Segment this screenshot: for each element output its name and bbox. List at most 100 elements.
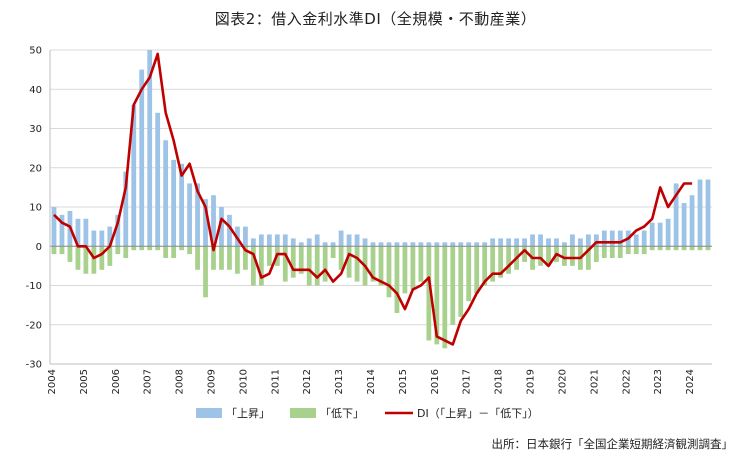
- bar-down: [498, 246, 504, 278]
- bar-up: [450, 242, 456, 247]
- bar-up: [274, 234, 280, 247]
- bar-down: [458, 246, 464, 317]
- bar-down: [593, 246, 599, 262]
- bar-up: [546, 238, 551, 247]
- bar-down: [378, 246, 384, 286]
- bar-down: [386, 246, 392, 298]
- bar-up: [354, 234, 360, 247]
- bar-up: [243, 226, 248, 247]
- bar-down: [601, 246, 607, 259]
- bar-up: [681, 203, 687, 247]
- bar-up: [330, 242, 336, 247]
- bar-up: [593, 234, 599, 247]
- bar-down: [115, 246, 121, 255]
- bar-down: [657, 246, 663, 251]
- x-tick-label: 2013: [334, 369, 345, 394]
- bar-down: [83, 246, 89, 274]
- y-tick-label: 30: [29, 124, 42, 135]
- bar-up: [522, 238, 527, 247]
- bar-down: [75, 246, 81, 270]
- bar-up: [290, 238, 296, 247]
- bar-down: [538, 246, 543, 266]
- legend-swatch: [290, 408, 316, 418]
- bar-down: [258, 246, 264, 286]
- x-tick-label: 2023: [653, 369, 664, 394]
- bar-down: [410, 246, 416, 290]
- bar-down: [482, 246, 488, 286]
- bar-up: [394, 242, 400, 247]
- bar-up: [171, 159, 177, 247]
- bar-up: [570, 234, 575, 247]
- bar-up: [458, 242, 464, 247]
- bar-up: [163, 140, 169, 247]
- bar-down: [187, 246, 192, 255]
- bar-up: [633, 234, 639, 247]
- bar-down: [641, 246, 647, 255]
- bar-down: [250, 246, 256, 286]
- bar-up: [609, 230, 615, 247]
- y-tick-label: 0: [36, 242, 42, 253]
- bar-up: [250, 238, 256, 247]
- bar-down: [314, 246, 320, 286]
- bar-up: [530, 234, 535, 247]
- bar-down: [306, 246, 312, 286]
- bar-up: [442, 242, 448, 247]
- bar-down: [51, 246, 57, 255]
- x-tick-label: 2011: [270, 369, 281, 394]
- bar-down: [163, 246, 169, 259]
- y-tick-label: 50: [29, 46, 42, 57]
- bar-up: [617, 230, 623, 247]
- bar-down: [91, 246, 97, 274]
- bar-up: [346, 234, 352, 247]
- bar-up: [322, 242, 328, 247]
- bar-up: [155, 112, 161, 247]
- source-note: 出所：日本銀行「全国企業短期経済観測調査」: [491, 437, 734, 451]
- bar-down: [665, 246, 671, 251]
- bar-down: [219, 246, 224, 270]
- bar-down: [442, 246, 448, 349]
- x-tick-label: 2006: [111, 369, 122, 394]
- bar-down: [282, 246, 288, 282]
- bar-down: [99, 246, 105, 270]
- bar-up: [211, 195, 216, 247]
- bar-up: [266, 234, 272, 247]
- bar-down: [689, 246, 695, 251]
- chart-title: 図表2：借入金利水準DI（全規模・不動産業）: [214, 10, 537, 28]
- y-tick-label: 40: [29, 85, 42, 96]
- bar-down: [67, 246, 73, 262]
- legend-label: DI（「上昇」－「低下」）: [417, 407, 539, 420]
- bar-down: [466, 246, 472, 302]
- bar-down: [107, 246, 113, 266]
- di-line: [53, 52, 693, 346]
- bar-up: [306, 238, 312, 247]
- bar-up: [298, 242, 304, 247]
- bar-up: [426, 242, 432, 247]
- bar-up: [474, 242, 480, 247]
- bar-up: [402, 242, 408, 247]
- bar-down: [585, 246, 591, 270]
- bar-up: [386, 242, 392, 247]
- bar-up: [227, 214, 232, 247]
- x-tick-label: 2010: [238, 369, 249, 394]
- bar-down: [394, 246, 400, 313]
- bar-down: [450, 246, 456, 325]
- bar-up: [314, 234, 320, 247]
- y-tick-label: -20: [26, 320, 42, 331]
- legend-swatch: [196, 408, 222, 418]
- x-tick-label: 2009: [207, 369, 218, 394]
- bar-up: [338, 230, 344, 247]
- bar-up: [219, 207, 224, 247]
- bar-down: [546, 246, 551, 266]
- bar-up: [370, 242, 376, 247]
- bar-up: [601, 230, 607, 247]
- bar-up: [115, 214, 121, 247]
- bar-up: [195, 183, 200, 247]
- bar-up: [562, 242, 567, 247]
- bar-up: [59, 214, 65, 247]
- bar-up: [665, 218, 671, 247]
- bar-down: [434, 246, 440, 345]
- legend-label: 「低下」: [320, 407, 364, 420]
- bar-down: [131, 246, 137, 251]
- bar-up: [418, 242, 424, 247]
